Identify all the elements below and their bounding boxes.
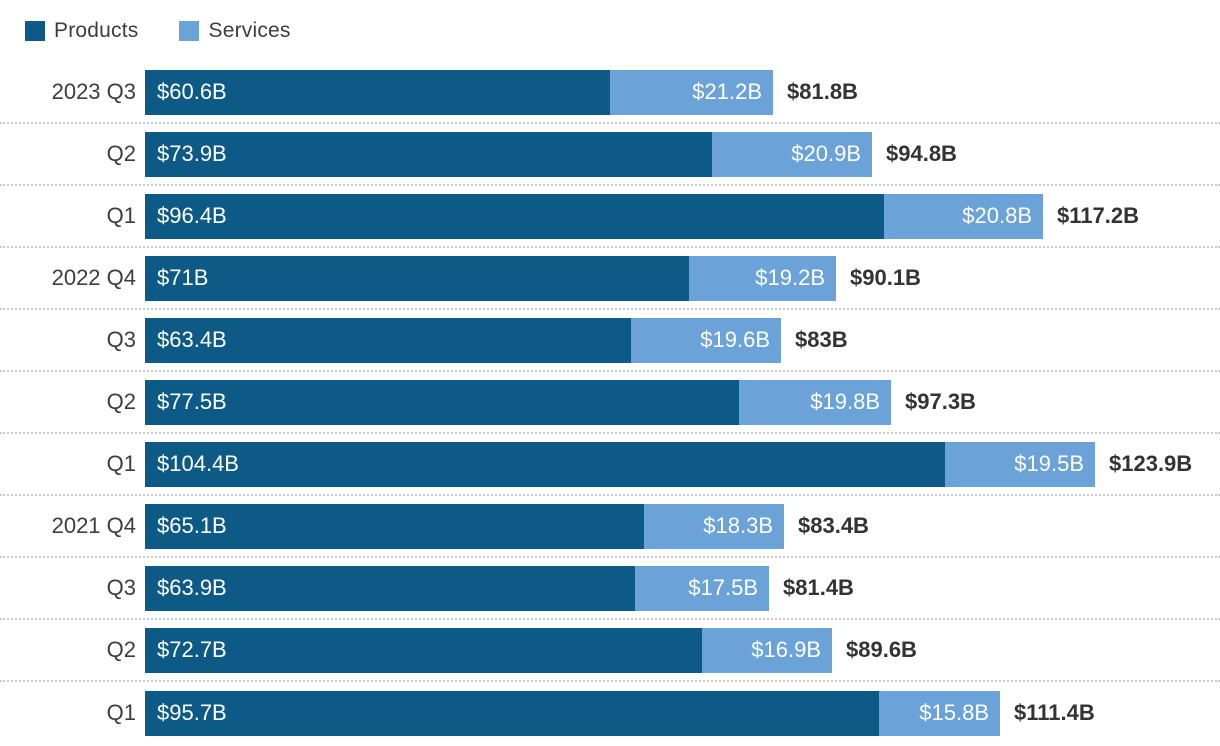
services-value-label: $18.3B [703, 513, 773, 538]
total-value-label: $111.4B [1014, 700, 1095, 725]
bar-track: $60.6B $21.2B $81.8B [145, 69, 1220, 115]
products-value-label: $77.5B [157, 389, 227, 414]
bar-track: $71B $19.2B $90.1B [145, 255, 1220, 301]
category-label: Q2 [106, 141, 136, 166]
products-bar-segment: $63.4B [145, 317, 631, 363]
chart-row: Q2 $72.7B $16.9B $89.6B [0, 620, 1220, 682]
chart-row: Q1 $95.7B $15.8B $111.4B [0, 682, 1220, 744]
products-value-label: $71B [157, 265, 209, 290]
legend-item-services: Services [179, 19, 290, 43]
category-label: 2021 Q4 [51, 513, 136, 538]
products-swatch-icon [25, 21, 45, 41]
category-label: Q2 [106, 637, 136, 662]
services-bar-segment: $18.3B [644, 503, 784, 549]
chart-rows: 2023 Q3 $60.6B $21.2B $81.8B Q2 $73.9B $20.9B $… [0, 62, 1220, 744]
services-value-label: $19.5B [1014, 451, 1084, 476]
services-value-label: $19.6B [700, 327, 770, 352]
products-bar-segment: $77.5B [145, 379, 739, 425]
services-swatch-icon [179, 21, 200, 41]
products-value-label: $65.1B [157, 513, 227, 538]
category-label: Q3 [106, 575, 136, 600]
total-value-label: $97.3B [905, 389, 976, 414]
category-label: Q1 [106, 203, 136, 228]
chart-row: 2023 Q3 $60.6B $21.2B $81.8B [0, 62, 1220, 124]
chart-row: Q3 $63.9B $17.5B $81.4B [0, 558, 1220, 620]
services-bar-segment: $21.2B [610, 69, 773, 115]
category-label: 2023 Q3 [51, 79, 136, 104]
products-value-label: $73.9B [157, 141, 227, 166]
services-value-label: $15.8B [919, 700, 989, 725]
products-bar-segment: $71B [145, 255, 689, 301]
products-value-label: $63.4B [157, 327, 227, 352]
category-label: 2022 Q4 [51, 265, 136, 290]
services-bar-segment: $20.8B [884, 193, 1043, 239]
bar-track: $65.1B $18.3B $83.4B [145, 503, 1220, 549]
services-bar-segment: $19.8B [739, 379, 891, 425]
legend-label-services: Services [208, 19, 291, 42]
services-value-label: $21.2B [692, 79, 762, 104]
total-value-label: $81.8B [787, 79, 858, 104]
chart-row: 2021 Q4 $65.1B $18.3B $83.4B [0, 496, 1220, 558]
services-value-label: $20.8B [962, 203, 1032, 228]
category-label: Q2 [106, 389, 136, 414]
products-value-label: $72.7B [157, 637, 227, 662]
chart-row: Q1 $104.4B $19.5B $123.9B [0, 434, 1220, 496]
products-value-label: $60.6B [157, 79, 227, 104]
total-value-label: $89.6B [846, 637, 917, 662]
services-bar-segment: $19.2B [689, 255, 836, 301]
bar-track: $63.9B $17.5B $81.4B [145, 565, 1220, 611]
chart-row: Q1 $96.4B $20.8B $117.2B [0, 186, 1220, 248]
total-value-label: $83B [795, 327, 848, 352]
chart-row: 2022 Q4 $71B $19.2B $90.1B [0, 248, 1220, 310]
bar-track: $77.5B $19.8B $97.3B [145, 379, 1220, 425]
total-value-label: $94.8B [886, 141, 957, 166]
services-bar-segment: $19.5B [945, 441, 1095, 487]
services-bar-segment: $15.8B [879, 690, 1000, 736]
services-value-label: $19.8B [810, 389, 880, 414]
category-label: Q1 [106, 700, 136, 725]
total-value-label: $117.2B [1057, 203, 1139, 228]
total-value-label: $83.4B [798, 513, 869, 538]
chart-row: Q3 $63.4B $19.6B $83B [0, 310, 1220, 372]
services-value-label: $16.9B [751, 637, 821, 662]
products-value-label: $104.4B [157, 451, 239, 476]
chart-row: Q2 $73.9B $20.9B $94.8B [0, 124, 1220, 186]
category-label: Q3 [106, 327, 136, 352]
products-bar-segment: $95.7B [145, 690, 879, 736]
bar-track: $72.7B $16.9B $89.6B [145, 627, 1220, 673]
services-value-label: $19.2B [755, 265, 825, 290]
products-bar-segment: $96.4B [145, 193, 884, 239]
products-bar-segment: $104.4B [145, 441, 945, 487]
total-value-label: $123.9B [1109, 451, 1193, 476]
products-bar-segment: $72.7B [145, 627, 702, 673]
products-value-label: $96.4B [157, 203, 227, 228]
products-bar-segment: $63.9B [145, 565, 635, 611]
products-bar-segment: $60.6B [145, 69, 610, 115]
category-label: Q1 [106, 451, 136, 476]
services-value-label: $20.9B [791, 141, 861, 166]
products-value-label: $95.7B [157, 700, 227, 725]
bar-track: $73.9B $20.9B $94.8B [145, 131, 1220, 177]
bar-track: $95.7B $15.8B $111.4B [145, 690, 1220, 736]
products-bar-segment: $65.1B [145, 503, 644, 549]
legend-item-products: Products [25, 19, 138, 43]
total-value-label: $90.1B [850, 265, 921, 290]
bar-track: $104.4B $19.5B $123.9B [145, 441, 1220, 487]
services-bar-segment: $17.5B [635, 565, 769, 611]
chart-row: Q2 $77.5B $19.8B $97.3B [0, 372, 1220, 434]
products-bar-segment: $73.9B [145, 131, 712, 177]
total-value-label: $81.4B [783, 575, 854, 600]
products-value-label: $63.9B [157, 575, 227, 600]
legend-label-products: Products [54, 19, 139, 42]
services-bar-segment: $20.9B [712, 131, 872, 177]
services-value-label: $17.5B [688, 575, 758, 600]
services-bar-segment: $16.9B [702, 627, 832, 673]
chart-legend: Products Services [0, 0, 1220, 62]
services-bar-segment: $19.6B [631, 317, 781, 363]
bar-track: $63.4B $19.6B $83B [145, 317, 1220, 363]
bar-track: $96.4B $20.8B $117.2B [145, 193, 1220, 239]
